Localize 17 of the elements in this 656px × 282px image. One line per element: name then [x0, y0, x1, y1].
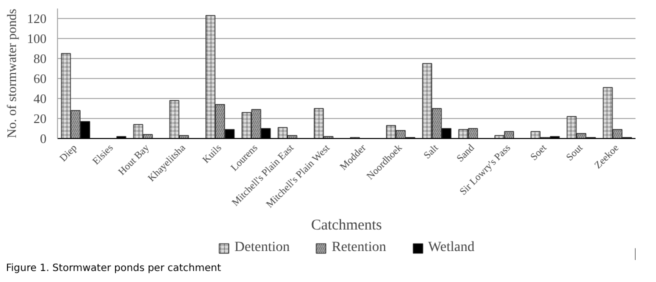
x-tick-label: Sout	[564, 142, 586, 164]
x-tick-label: Diep	[58, 142, 80, 164]
legend-label: Detention	[234, 240, 290, 256]
legend-label: Wetland	[428, 240, 474, 256]
y-tick-label: 100	[27, 31, 46, 46]
y-tick-label: 60	[34, 71, 46, 86]
x-tick-label: Salt	[422, 142, 441, 162]
x-tick-label: Soet	[528, 142, 550, 163]
y-tick-label: 0	[40, 131, 46, 146]
y-tick-label: 120	[27, 11, 46, 26]
y-tick-label: 40	[34, 91, 46, 106]
y-tick-label: 20	[34, 111, 46, 126]
x-axis-title: Catchments	[311, 217, 382, 234]
y-tick-label: 80	[34, 51, 46, 66]
legend-label: Retention	[332, 240, 386, 256]
caption: Figure 1. Stormwater ponds per catchment	[6, 262, 222, 276]
y-axis-title: No. of stormwater ponds	[4, 8, 19, 138]
